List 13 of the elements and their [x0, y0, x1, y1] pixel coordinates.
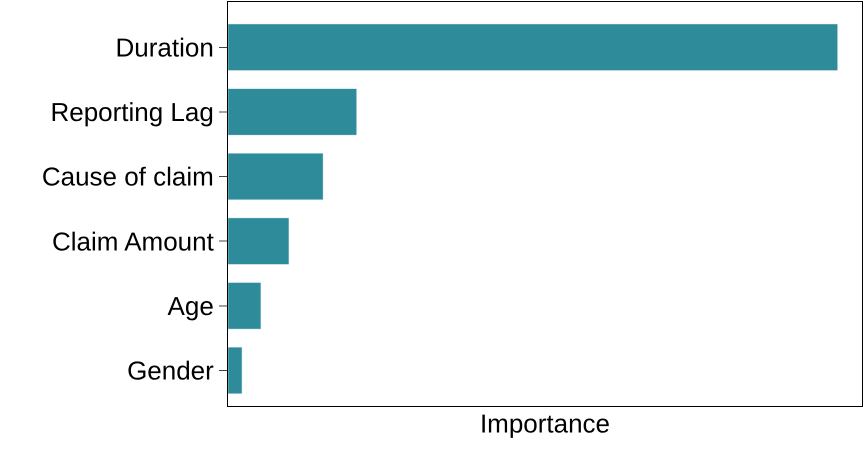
- y-tick-label: Gender: [127, 356, 214, 386]
- y-tick-label: Reporting Lag: [50, 96, 214, 127]
- x-axis-title: Importance: [480, 408, 610, 439]
- bar: [228, 24, 838, 71]
- y-tick-label: Age: [168, 290, 214, 321]
- y-tick-label: Cause of claim: [42, 162, 214, 192]
- y-tick-label: Duration: [116, 32, 214, 62]
- bar: [228, 88, 357, 136]
- bar: [228, 218, 290, 265]
- bar: [228, 346, 242, 394]
- bar: [228, 282, 262, 330]
- y-tick-label: Claim Amount: [52, 226, 215, 256]
- bar: [228, 153, 324, 200]
